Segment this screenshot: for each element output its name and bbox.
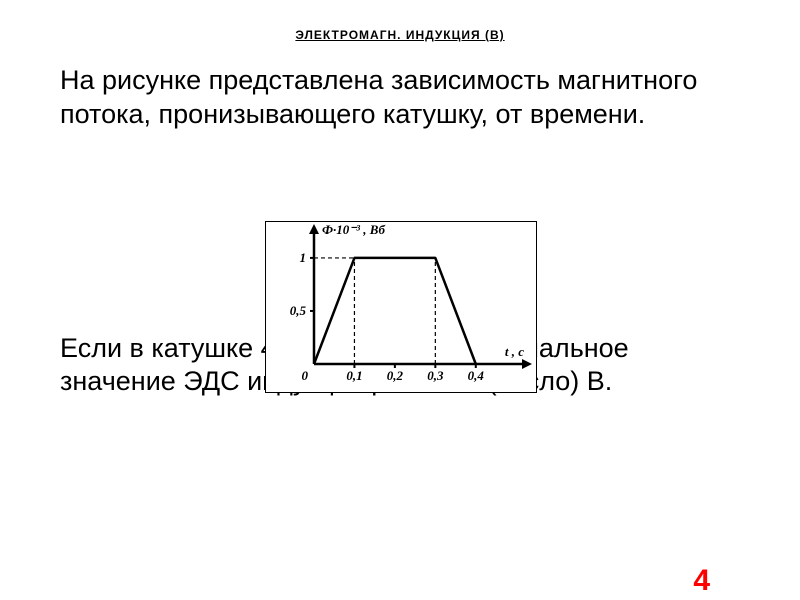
svg-text:0,5: 0,5 (290, 303, 307, 318)
svg-text:0,4: 0,4 (468, 368, 485, 383)
page-title: ЭЛЕКТРОМАГН. ИНДУКЦИЯ (В) (0, 28, 800, 42)
answer-value: 4 (693, 564, 710, 598)
chart-container: 0,5 1 0 0,1 0,2 0,3 0,4 Ф·10⁻³ , Вб t , с (265, 221, 537, 393)
svg-text:Ф·10⁻³ , Вб: Ф·10⁻³ , Вб (322, 222, 385, 237)
svg-text:0,3: 0,3 (427, 368, 444, 383)
svg-text:1: 1 (300, 250, 307, 265)
svg-text:0: 0 (302, 368, 309, 383)
svg-text:0,2: 0,2 (387, 368, 404, 383)
flux-time-chart: 0,5 1 0 0,1 0,2 0,3 0,4 Ф·10⁻³ , Вб t , с (266, 222, 536, 392)
problem-text-1: На рисунке представлена зависимость магн… (60, 64, 740, 132)
svg-text:0,1: 0,1 (346, 368, 362, 383)
svg-text:t , с: t , с (505, 344, 524, 359)
